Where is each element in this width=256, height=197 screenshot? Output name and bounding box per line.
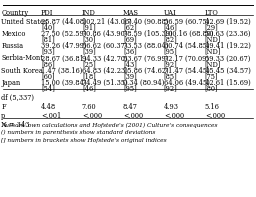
Text: 49.41 (19.22): 49.41 (19.22) [205, 42, 251, 50]
Text: 45.45 (34.57): 45.45 (34.57) [205, 67, 251, 75]
Text: 94.33 (42.70): 94.33 (42.70) [82, 54, 127, 62]
Text: 53.67 (76.99): 53.67 (76.99) [123, 54, 168, 62]
Text: <.000: <.000 [82, 112, 102, 120]
Text: <.000: <.000 [205, 112, 225, 120]
Text: 56.59 (60.75): 56.59 (60.75) [164, 18, 209, 26]
Text: F: F [1, 103, 6, 112]
Text: MAS: MAS [123, 9, 139, 17]
Text: [29]: [29] [205, 23, 219, 31]
Text: [92]: [92] [164, 84, 178, 92]
Text: 102.21 (43.06): 102.21 (43.06) [82, 18, 132, 26]
Text: Authors' own calculations and Hofstede's (2001) Culture's consequences: Authors' own calculations and Hofstede's… [1, 123, 218, 128]
Text: United States: United States [1, 18, 48, 26]
Text: df (5,337): df (5,337) [1, 94, 34, 102]
Text: 42.61 (15.69): 42.61 (15.69) [205, 79, 251, 87]
Text: [80]: [80] [205, 84, 218, 92]
Text: Mexico: Mexico [1, 30, 26, 38]
Text: [39]: [39] [123, 72, 137, 80]
Text: Japan: Japan [1, 79, 20, 87]
Text: [30]: [30] [82, 35, 95, 44]
Text: 73.53 (88.04): 73.53 (88.04) [123, 42, 168, 50]
Text: [ND]: [ND] [205, 35, 221, 44]
Text: 78.59 (105.39): 78.59 (105.39) [123, 30, 173, 38]
Text: 70.86 (43.90): 70.86 (43.90) [82, 30, 127, 38]
Text: [60]: [60] [41, 72, 55, 80]
Text: 72.17 (70.09): 72.17 (70.09) [164, 54, 209, 62]
Text: 25.87 (44.08): 25.87 (44.08) [41, 18, 87, 26]
Text: 71.47 (54.45): 71.47 (54.45) [164, 67, 210, 75]
Text: 64.06 (49.45): 64.06 (49.45) [164, 79, 210, 87]
Text: [ND]: [ND] [205, 60, 221, 68]
Text: [43]: [43] [123, 60, 137, 68]
Text: UAI: UAI [164, 9, 176, 17]
Text: 39.26 (47.99): 39.26 (47.99) [41, 42, 87, 50]
Text: [91]: [91] [82, 23, 96, 31]
Text: () numbers in parenthesis show standard deviations: () numbers in parenthesis show standard … [1, 130, 156, 135]
Text: 5.16: 5.16 [205, 103, 220, 112]
Text: 7.60: 7.60 [82, 103, 97, 112]
Text: <.000: <.000 [164, 112, 184, 120]
Text: <.001: <.001 [41, 112, 61, 120]
Text: [ND]: [ND] [205, 48, 221, 56]
Text: 0.34 (80.94): 0.34 (80.94) [123, 79, 164, 87]
Text: [85]: [85] [164, 72, 178, 80]
Text: [40]: [40] [41, 23, 55, 31]
Text: [92]: [92] [164, 60, 178, 68]
Text: [46]: [46] [82, 84, 96, 92]
Text: [62]: [62] [123, 23, 137, 31]
Text: 56.62 (60.37): 56.62 (60.37) [82, 42, 127, 50]
Text: Russia: Russia [1, 42, 23, 50]
Text: [86]: [86] [41, 60, 55, 68]
Text: 28.67 (36.81): 28.67 (36.81) [41, 54, 87, 62]
Text: Serbia-Mont: Serbia-Mont [1, 54, 43, 62]
Text: [18]: [18] [82, 72, 96, 80]
Text: Country: Country [1, 9, 28, 17]
Text: [39]: [39] [82, 48, 96, 56]
Text: 8.47: 8.47 [123, 103, 138, 112]
Text: 27.50 (52.59): 27.50 (52.59) [41, 30, 86, 38]
Text: 50.63 (23.36): 50.63 (23.36) [205, 30, 250, 38]
Text: PDI: PDI [41, 9, 53, 17]
Text: [54]: [54] [41, 84, 55, 92]
Text: [95]: [95] [164, 48, 178, 56]
Text: p: p [1, 112, 6, 120]
Text: LTO: LTO [205, 9, 219, 17]
Text: 1.47 (38.16): 1.47 (38.16) [41, 67, 82, 75]
Text: [36]: [36] [123, 48, 137, 56]
Text: [75]: [75] [205, 72, 218, 80]
Text: N = 343: N = 343 [1, 121, 30, 129]
Text: 4.93: 4.93 [164, 103, 179, 112]
Text: [81]: [81] [41, 35, 55, 44]
Text: 15.00 (39.84): 15.00 (39.84) [41, 79, 87, 87]
Text: 100.16 (68.80): 100.16 (68.80) [164, 30, 213, 38]
Text: 74.49 (51.35): 74.49 (51.35) [82, 79, 128, 87]
Text: 60.74 (54.85): 60.74 (54.85) [164, 42, 209, 50]
Text: 4.48: 4.48 [41, 103, 56, 112]
Text: [25]: [25] [82, 60, 96, 68]
Text: [82]: [82] [164, 35, 178, 44]
Text: 59.33 (20.67): 59.33 (20.67) [205, 54, 250, 62]
Text: IND: IND [82, 9, 96, 17]
Text: [95]: [95] [123, 84, 137, 92]
Text: [93]: [93] [41, 48, 55, 56]
Text: [46]: [46] [164, 23, 178, 31]
Text: South Korea: South Korea [1, 67, 43, 75]
Text: 15.86 (74.62): 15.86 (74.62) [123, 67, 168, 75]
Text: 17.40 (90.88): 17.40 (90.88) [123, 18, 168, 26]
Text: 64.83 (42.23): 64.83 (42.23) [82, 67, 128, 75]
Text: [69]: [69] [123, 35, 137, 44]
Text: [] numbers in brackets show Hofstede's original indices: [] numbers in brackets show Hofstede's o… [1, 138, 167, 142]
Text: 42.69 (19.52): 42.69 (19.52) [205, 18, 251, 26]
Text: <.000: <.000 [123, 112, 143, 120]
